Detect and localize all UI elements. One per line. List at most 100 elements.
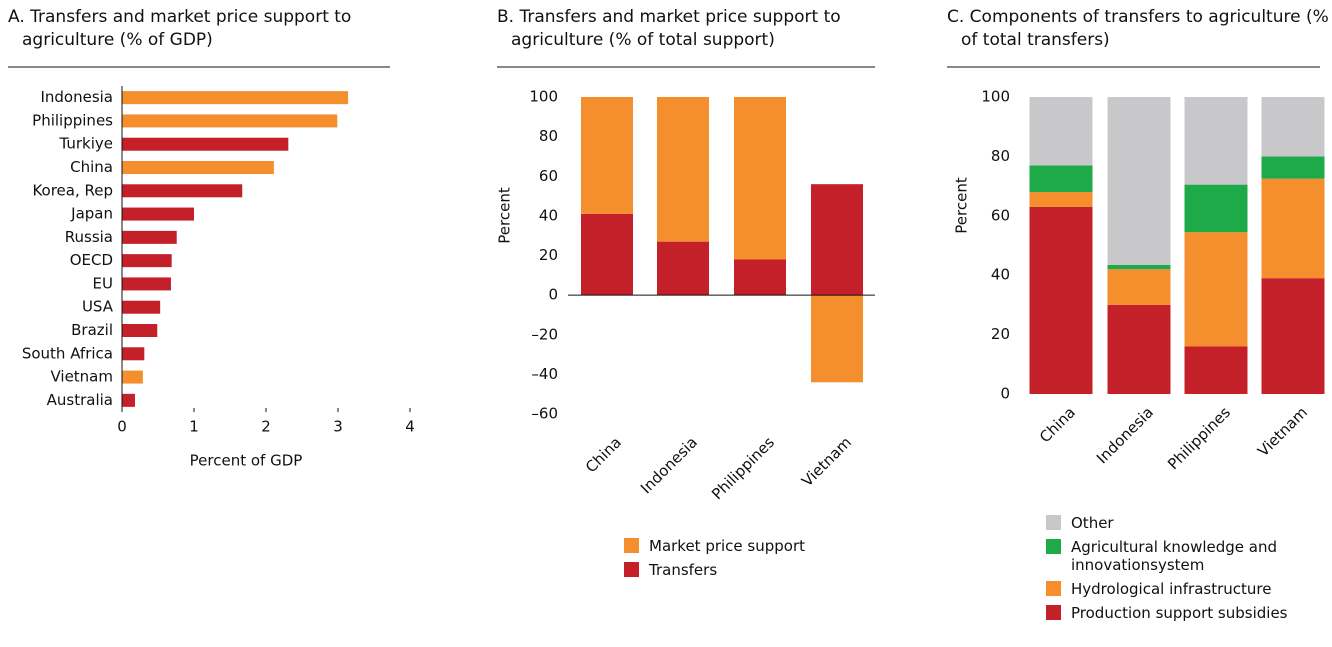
bar-segment xyxy=(811,295,863,383)
legend-swatch xyxy=(624,562,639,577)
bar xyxy=(122,91,349,105)
y-tick-label: 60 xyxy=(539,167,558,185)
bar-segment xyxy=(1261,178,1325,279)
y-tick-label: Japan xyxy=(70,205,113,223)
bar-segment xyxy=(581,97,633,214)
legend-swatch xyxy=(1046,581,1061,596)
legend-item: Market price support xyxy=(624,537,894,555)
y-tick-label: 0 xyxy=(1000,385,1010,403)
bar-segment xyxy=(1184,346,1248,394)
legend: Other Agricultural knowledge and innovati… xyxy=(1046,514,1316,628)
x-tick-label: 0 xyxy=(117,418,127,436)
y-tick-label: –60 xyxy=(531,405,558,423)
y-tick-label: Russia xyxy=(65,228,113,246)
y-tick-label: Australia xyxy=(47,391,113,409)
y-tick-label: Philippines xyxy=(32,111,113,129)
x-tick-label: 2 xyxy=(261,418,271,436)
bar-segment xyxy=(1184,97,1248,185)
legend-item: Agricultural knowledge and innovationsys… xyxy=(1046,538,1316,574)
bar-segment xyxy=(1107,264,1171,270)
x-tick-label: Vietnam xyxy=(1254,403,1311,460)
y-tick-label: 80 xyxy=(539,127,558,145)
legend-label: Transfers xyxy=(649,561,718,579)
bar-segment xyxy=(657,97,709,242)
bar xyxy=(122,161,274,174)
legend-swatch xyxy=(1046,539,1061,554)
panel-title: A. Transfers and market price support to… xyxy=(8,7,352,50)
y-tick-label: 80 xyxy=(991,147,1010,165)
x-tick-label: 3 xyxy=(333,418,343,436)
legend-item: Production support subsidies xyxy=(1046,604,1316,622)
y-tick-label: 40 xyxy=(991,266,1010,284)
legend-item: Transfers xyxy=(624,561,894,579)
x-axis-label: Percent of GDP xyxy=(190,452,303,470)
bar-segment xyxy=(734,259,786,296)
y-tick-label: Indonesia xyxy=(40,88,113,106)
bar-segment xyxy=(657,241,709,296)
y-tick-label: 100 xyxy=(981,88,1010,106)
bar-segment xyxy=(1029,165,1093,193)
bar-segment xyxy=(1184,184,1248,233)
legend-swatch xyxy=(624,538,639,553)
bar-segment xyxy=(581,213,633,296)
bar xyxy=(122,114,338,128)
legend-label: Hydrological infrastructure xyxy=(1071,580,1272,598)
y-tick-label: Brazil xyxy=(71,321,113,339)
bar xyxy=(122,230,177,244)
bar-segment xyxy=(1107,269,1171,305)
y-tick-label: 60 xyxy=(991,206,1010,224)
bar-segment xyxy=(1029,192,1093,207)
bar xyxy=(122,184,243,198)
legend-swatch xyxy=(1046,605,1061,620)
y-tick-label: 100 xyxy=(529,88,558,106)
bar-segment xyxy=(1184,232,1248,347)
bar-segment xyxy=(1261,156,1325,179)
bar-segment xyxy=(811,184,863,296)
bar-segment xyxy=(1107,304,1171,394)
x-tick-label: Indonesia xyxy=(1093,403,1157,467)
x-tick-label: China xyxy=(582,433,625,476)
bar-segment xyxy=(1029,206,1093,394)
y-tick-label: OECD xyxy=(70,251,113,269)
bar xyxy=(122,137,289,151)
y-tick-label: Korea, Rep xyxy=(32,181,113,199)
legend-label: Other xyxy=(1071,514,1114,532)
bar xyxy=(122,254,172,268)
x-tick-label: China xyxy=(1036,403,1079,446)
bar-segment xyxy=(1261,278,1325,394)
bar xyxy=(122,324,158,337)
legend-swatch xyxy=(1046,515,1061,530)
bar xyxy=(122,300,161,314)
y-tick-label: China xyxy=(70,158,113,176)
bar-segment xyxy=(1029,97,1093,166)
bar-segment xyxy=(1261,97,1325,157)
y-axis-label: Percent xyxy=(953,177,971,234)
x-tick-label: Philippines xyxy=(708,433,778,503)
y-tick-label: 20 xyxy=(539,246,558,264)
legend-label: Agricultural knowledge and innovationsys… xyxy=(1071,538,1278,574)
y-tick-label: –40 xyxy=(531,365,558,383)
legend: Market price support Transfers xyxy=(624,537,894,585)
x-tick-label: Vietnam xyxy=(798,433,855,490)
x-tick-label: Indonesia xyxy=(637,433,701,497)
y-tick-label: EU xyxy=(93,274,113,292)
bar xyxy=(122,393,135,407)
y-tick-label: Vietnam xyxy=(50,368,113,386)
x-tick-label: 4 xyxy=(405,418,415,436)
bar xyxy=(122,347,145,361)
bar-segment xyxy=(1107,97,1171,265)
bar-segment xyxy=(734,97,786,260)
y-tick-label: –20 xyxy=(531,325,558,343)
y-axis-label: Percent xyxy=(496,187,514,244)
panel-title: C. Components of transfers to agricultur… xyxy=(947,7,1329,50)
y-tick-label: Turkiye xyxy=(58,135,113,153)
legend-item: Hydrological infrastructure xyxy=(1046,580,1316,598)
y-tick-label: 40 xyxy=(539,206,558,224)
bar xyxy=(122,370,143,384)
x-tick-label: Philippines xyxy=(1164,403,1234,473)
bar xyxy=(122,207,194,221)
y-tick-label: South Africa xyxy=(22,344,113,362)
bar xyxy=(122,277,171,291)
